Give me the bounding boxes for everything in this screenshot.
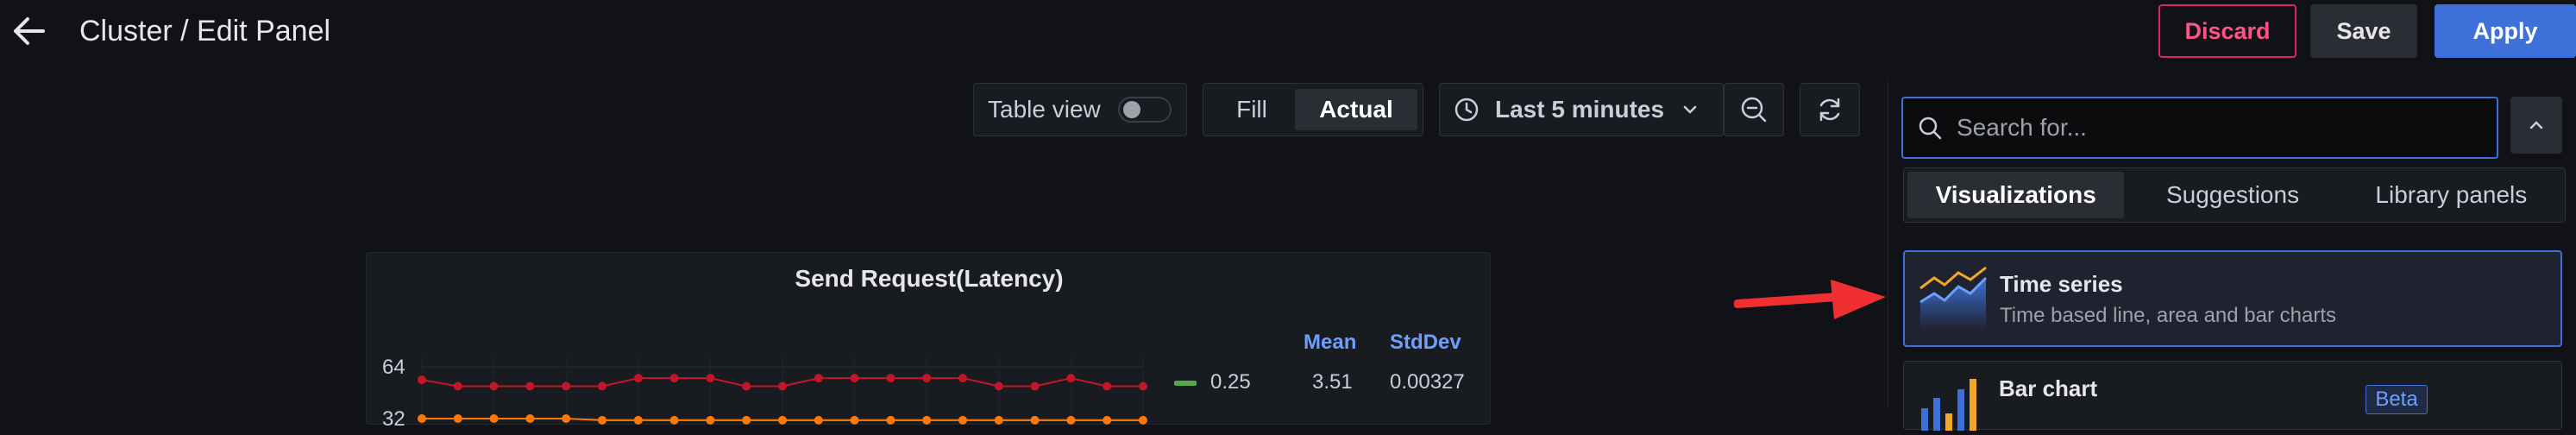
data-point[interactable]: [778, 381, 787, 391]
fill-option[interactable]: Fill: [1236, 96, 1267, 123]
data-point[interactable]: [1066, 415, 1076, 425]
data-point[interactable]: [706, 415, 715, 425]
data-point[interactable]: [814, 415, 823, 425]
data-point[interactable]: [418, 414, 426, 423]
data-point[interactable]: [1103, 415, 1112, 425]
bar-chart-icon: [1918, 375, 1987, 435]
data-point[interactable]: [814, 374, 823, 383]
tab-library-panels[interactable]: Library panels: [2375, 181, 2528, 208]
fill-actual-segmented-control: Fill Actual: [1203, 83, 1423, 136]
data-point[interactable]: [922, 415, 932, 425]
apply-button[interactable]: Apply: [2435, 4, 2576, 58]
time-series-icon: [1919, 264, 1988, 334]
zoom-out-icon: [1739, 95, 1769, 124]
refresh-button[interactable]: [1800, 83, 1860, 136]
y-tick-label: 32: [382, 407, 405, 426]
data-point[interactable]: [850, 415, 859, 425]
table-view-toggle[interactable]: Table view: [973, 83, 1187, 136]
table-view-switch[interactable]: [1117, 97, 1172, 123]
chart-panel[interactable]: Send Request(Latency) 64 32 Mean StdDev 0…: [366, 252, 1491, 426]
data-point[interactable]: [1030, 415, 1040, 425]
zoom-out-button[interactable]: [1724, 83, 1784, 136]
actual-option[interactable]: Actual: [1295, 89, 1417, 130]
save-button[interactable]: Save: [2310, 4, 2417, 58]
data-point[interactable]: [525, 381, 535, 391]
viz-card-title: Time series: [2000, 271, 2123, 297]
discard-button[interactable]: Discard: [2158, 4, 2296, 58]
time-range-picker[interactable]: Last 5 minutes: [1439, 83, 1724, 136]
data-point[interactable]: [633, 415, 643, 425]
chevron-down-icon: [1681, 104, 1699, 116]
legend-series-stddev: 0.00327: [1390, 370, 1465, 394]
data-point[interactable]: [850, 374, 859, 383]
latency-chart: 64 32: [382, 356, 1147, 426]
data-point[interactable]: [1066, 374, 1076, 383]
legend-series-swatch: [1174, 381, 1197, 386]
beta-badge: Beta: [2366, 385, 2428, 414]
data-point[interactable]: [1139, 381, 1147, 391]
switch-knob: [1122, 101, 1140, 118]
data-point[interactable]: [886, 415, 895, 425]
clock-icon: [1454, 97, 1480, 123]
data-point[interactable]: [742, 415, 751, 425]
data-point[interactable]: [1139, 415, 1147, 425]
data-point[interactable]: [958, 374, 967, 383]
data-point[interactable]: [706, 374, 715, 383]
data-point[interactable]: [742, 381, 751, 391]
data-point[interactable]: [453, 381, 462, 391]
collapse-picker-button[interactable]: [2510, 97, 2562, 154]
data-point[interactable]: [958, 415, 967, 425]
viz-card-time-series[interactable]: Time series Time based line, area and ba…: [1903, 250, 2562, 347]
data-point[interactable]: [1103, 381, 1112, 391]
legend-series-mean: 3.51: [1312, 370, 1353, 394]
viz-search-input[interactable]: [1955, 113, 2476, 142]
data-point[interactable]: [598, 381, 606, 391]
data-point[interactable]: [669, 415, 679, 425]
panel-title: Send Request(Latency): [795, 265, 1064, 292]
data-point[interactable]: [886, 374, 895, 383]
annotation-arrow-icon: [1734, 280, 1886, 319]
viz-card-title: Bar chart: [1999, 375, 2098, 401]
table-view-label: Table view: [988, 96, 1101, 123]
back-arrow-icon[interactable]: [10, 16, 47, 47]
data-point[interactable]: [598, 415, 606, 425]
data-point[interactable]: [1030, 381, 1040, 391]
data-point[interactable]: [633, 374, 643, 383]
viz-card-bar-chart[interactable]: Bar chart: [1903, 361, 2562, 431]
data-point[interactable]: [778, 415, 787, 425]
data-point[interactable]: [994, 381, 1003, 391]
refresh-icon: [1815, 95, 1844, 124]
viz-search-box[interactable]: [1901, 97, 2498, 159]
data-point[interactable]: [562, 381, 571, 391]
data-point[interactable]: [922, 374, 932, 383]
tab-visualizations[interactable]: Visualizations: [1907, 172, 2125, 218]
data-point[interactable]: [418, 375, 426, 384]
data-point[interactable]: [562, 414, 571, 423]
legend-series-name[interactable]: 0.25: [1210, 370, 1251, 394]
viz-tabs: Visualizations Suggestions Library panel…: [1903, 167, 2566, 223]
data-point[interactable]: [453, 414, 462, 423]
data-point[interactable]: [489, 414, 499, 423]
data-point[interactable]: [669, 374, 679, 383]
chevron-up-icon: [2528, 119, 2545, 131]
viz-card-description: Time based line, area and bar charts: [2000, 304, 2336, 327]
search-icon: [1917, 115, 1943, 141]
data-point[interactable]: [489, 381, 499, 391]
data-point[interactable]: [994, 415, 1003, 425]
y-tick-label: 64: [382, 356, 405, 379]
time-range-label: Last 5 minutes: [1495, 96, 1665, 123]
data-point[interactable]: [525, 414, 535, 423]
legend-header-stddev: StdDev: [1390, 331, 1461, 354]
tab-suggestions[interactable]: Suggestions: [2165, 181, 2300, 208]
legend-header-mean: Mean: [1304, 331, 1357, 354]
page-title: Cluster / Edit Panel: [79, 15, 331, 47]
